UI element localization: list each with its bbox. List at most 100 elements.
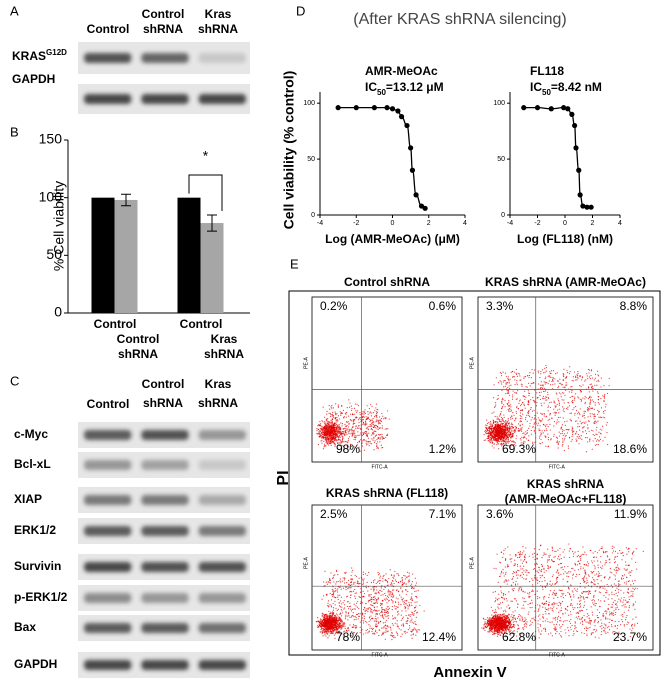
event-dot (370, 588, 372, 590)
event-dot (326, 618, 328, 620)
event-dot (593, 379, 595, 381)
event-dot (360, 418, 362, 420)
event-dot (371, 630, 373, 633)
event-dot (359, 414, 361, 416)
row-label: Survivin (14, 559, 61, 573)
event-dot (326, 433, 328, 435)
event-dot (380, 417, 383, 420)
event-dot (492, 420, 495, 422)
event-dot (362, 571, 365, 573)
event-dot (551, 377, 553, 379)
event-dot (342, 409, 345, 412)
event-dot (491, 633, 493, 636)
event-dot (519, 412, 522, 414)
event-dot (599, 438, 602, 440)
y-tick-label: 100 (39, 188, 63, 204)
event-dot (589, 415, 591, 417)
event-dot (377, 423, 380, 425)
event-dot (528, 394, 530, 397)
event-dot (317, 433, 319, 435)
event-dot (550, 438, 552, 440)
event-dot (322, 616, 325, 618)
event-dot (372, 417, 374, 420)
event-dot (319, 432, 321, 435)
event-dot (387, 410, 389, 412)
event-dot (518, 427, 520, 430)
event-dot (581, 438, 583, 440)
event-dot (325, 432, 327, 435)
event-dot (366, 608, 368, 610)
event-dot (496, 421, 498, 423)
event-dot (521, 607, 523, 609)
event-dot (352, 590, 355, 592)
channel-label: FITC-A (549, 464, 566, 470)
event-dot (324, 632, 326, 634)
event-dot (505, 383, 507, 385)
event-dot (410, 587, 413, 590)
event-dot (565, 434, 567, 437)
event-dot (327, 623, 329, 625)
event-dot (370, 596, 373, 599)
event-dot (363, 416, 365, 418)
event-dot (606, 555, 608, 557)
event-dot (501, 434, 503, 436)
event-dot (579, 408, 581, 410)
event-dot (490, 427, 492, 430)
event-dot (527, 404, 530, 406)
event-dot (529, 385, 531, 387)
event-dot (556, 403, 558, 405)
event-dot (326, 616, 329, 618)
event-dot (571, 430, 573, 432)
event-dot (320, 427, 322, 430)
event-dot (416, 601, 418, 603)
event-dot (386, 625, 388, 627)
event-dot (558, 385, 560, 387)
event-dot (333, 424, 335, 426)
event-dot (528, 427, 530, 429)
event-dot (582, 427, 584, 429)
event-dot (329, 439, 332, 441)
event-dot (317, 626, 320, 628)
event-dot (382, 615, 384, 617)
event-dot (375, 582, 377, 585)
event-dot (402, 616, 404, 618)
event-dot (547, 391, 549, 393)
event-dot (348, 432, 350, 434)
event-dot (604, 406, 607, 408)
event-dot (384, 586, 386, 589)
event-dot (560, 382, 562, 384)
event-dot (376, 439, 378, 441)
event-dot (319, 631, 321, 633)
event-dot (604, 436, 606, 438)
event-dot (386, 595, 389, 597)
event-dot (362, 580, 365, 582)
x-tick-label: -2 (534, 220, 540, 227)
event-dot (347, 587, 349, 589)
event-dot (515, 372, 517, 374)
event-dot (325, 430, 328, 432)
event-dot (406, 576, 408, 578)
event-dot (507, 379, 510, 381)
event-dot (563, 399, 565, 401)
event-dot (485, 426, 487, 428)
data-point (389, 106, 396, 112)
event-dot (395, 606, 397, 608)
event-dot (332, 590, 334, 593)
event-dot (530, 429, 532, 432)
event-dot (338, 626, 340, 628)
event-dot (320, 429, 323, 431)
event-dot (507, 438, 509, 440)
event-dot (492, 437, 495, 440)
event-dot (542, 395, 544, 398)
event-dot (363, 596, 365, 598)
event-dot (345, 586, 347, 589)
x-tick-label: -4 (317, 220, 323, 227)
panel-frame (288, 290, 661, 656)
event-dot (588, 590, 590, 592)
quadrant-value: 0.6% (429, 299, 457, 313)
event-dot (338, 605, 341, 607)
event-dot (523, 436, 525, 439)
event-dot (398, 628, 400, 630)
event-dot (500, 413, 502, 415)
event-dot (378, 592, 380, 594)
